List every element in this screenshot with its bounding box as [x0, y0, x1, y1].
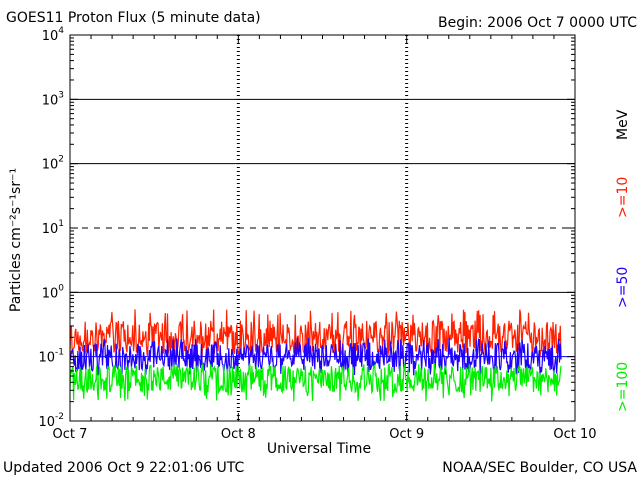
y-tick-label: 102: [42, 155, 64, 173]
y-tick-label: 10-2: [38, 412, 64, 430]
x-tick-label: Oct 9: [389, 427, 424, 442]
y-tick-label: 103: [42, 90, 64, 108]
series-line-100mev: [69, 363, 562, 402]
y-axis-label: Particles cm⁻²s⁻¹sr⁻¹: [8, 168, 24, 312]
tick-layer: 10-2 10-1 100 101 102 103 104 Oct 7 Oct 8 Oct 9 Oc…: [38, 26, 596, 442]
legend-item-50mev: >=50: [615, 267, 631, 308]
y-tick-label: 104: [42, 26, 65, 44]
y-tick-label: 10-1: [38, 348, 64, 366]
y-tick-label: 101: [42, 219, 64, 237]
begin-time-label: Begin: 2006 Oct 7 0000 UTC: [438, 15, 637, 31]
series-line-50mev: [69, 337, 562, 376]
source-credit: NOAA/SEC Boulder, CO USA: [442, 460, 637, 476]
legend-item-100mev: >=100: [615, 362, 631, 412]
grid: [70, 35, 575, 421]
series-layer: [69, 309, 575, 402]
chart-title: GOES11 Proton Flux (5 minute data): [6, 10, 261, 26]
x-tick-label: Oct 8: [221, 427, 256, 442]
series-line-10mev: [69, 309, 562, 357]
x-tick-label: Oct 7: [53, 427, 88, 442]
legend-item-10mev: >=10: [615, 177, 631, 218]
plot-frame: [69, 34, 576, 422]
legend: MeV >=10 >=50 >=100: [615, 109, 631, 412]
x-tick-label: Oct 10: [553, 427, 596, 442]
y-tick-label: 100: [42, 283, 65, 301]
legend-unit: MeV: [615, 109, 631, 140]
updated-timestamp: Updated 2006 Oct 9 22:01:06 UTC: [3, 460, 244, 476]
x-axis-label: Universal Time: [267, 441, 371, 457]
